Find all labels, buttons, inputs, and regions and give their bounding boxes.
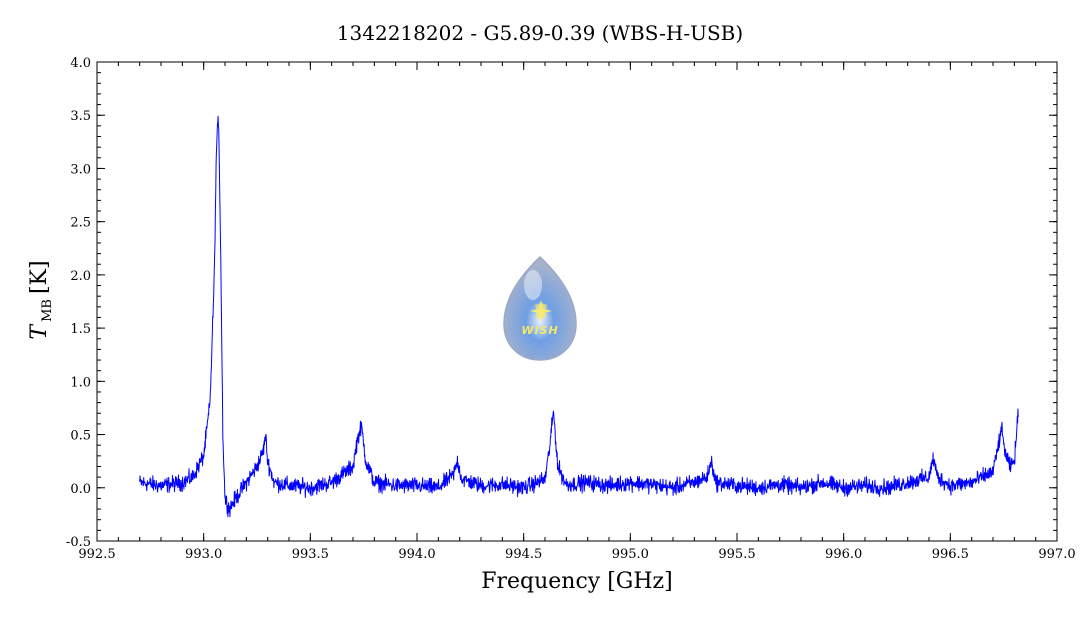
chart-title: 1342218202 - G5.89-0.39 (WBS-H-USB): [337, 21, 743, 45]
y-tick-label: 3.0: [70, 162, 91, 177]
axis-ticks: [96, 61, 1058, 542]
plot-frame: [96, 61, 1058, 542]
x-tick-label: 994.5: [505, 547, 542, 562]
y-tick-label: 0.0: [70, 482, 91, 497]
wish-logo-icon: WISH: [503, 255, 577, 361]
x-tick-labels: 992.5 993.0 993.5 994.0 994.5 995.0 995.5 996.0…: [78, 547, 1075, 562]
x-tick-label: 993.5: [292, 547, 329, 562]
x-tick-label: 995.0: [612, 547, 649, 562]
y-axis-label-sub: MB: [40, 299, 55, 322]
y-tick-label: 1.0: [70, 375, 91, 390]
y-tick-labels: -0.5 0.0 0.5 1.0 1.5 2.0 2.5 3.0 3.5 4.0: [66, 56, 91, 550]
y-axis-label-unit: [K]: [27, 260, 52, 294]
x-tick-label: 993.0: [185, 547, 222, 562]
y-tick-label: 2.0: [70, 269, 91, 284]
plot-border: [96, 61, 1058, 542]
x-axis-label: Frequency [GHz]: [481, 569, 673, 594]
x-tick-label: 995.5: [718, 547, 755, 562]
x-tick-label: 997.0: [1038, 547, 1075, 562]
y-tick-label: 1.5: [70, 322, 91, 337]
x-tick-label: 992.5: [78, 547, 115, 562]
y-tick-label: 0.5: [70, 429, 91, 444]
y-tick-label: 3.5: [70, 109, 91, 124]
x-tick-label: 994.0: [398, 547, 435, 562]
x-tick-label: 996.0: [825, 547, 862, 562]
series-layer: [139, 115, 1019, 518]
y-axis-label: TMB [K]: [27, 260, 55, 339]
x-tick-label: 996.5: [932, 547, 969, 562]
y-tick-label: 4.0: [70, 56, 91, 71]
y-tick-label: -0.5: [66, 535, 91, 550]
series-line: [139, 115, 1019, 518]
logo-text: WISH: [521, 324, 558, 337]
y-axis-label-main: T: [27, 323, 52, 340]
y-tick-label: 2.5: [70, 216, 91, 231]
